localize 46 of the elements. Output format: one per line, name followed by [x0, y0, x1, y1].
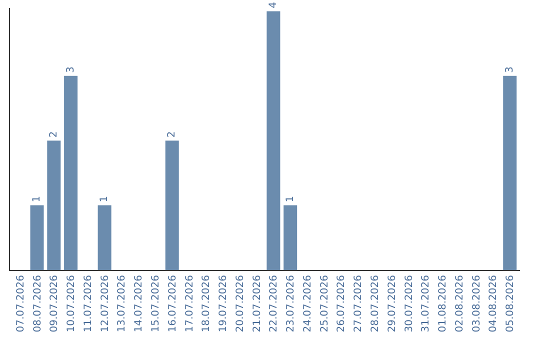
x-tick-label: 15.07.2026	[150, 275, 162, 332]
data-label: 4	[268, 2, 279, 8]
x-tick-label: 25.07.2026	[319, 275, 330, 332]
x-tick-label: 14.07.2026	[134, 275, 145, 332]
x-tick-label: 11.07.2026	[82, 275, 94, 332]
bar	[98, 205, 112, 270]
x-tick-label: 27.07.2026	[353, 275, 364, 332]
x-tick-label: 09.07.2026	[49, 275, 60, 332]
x-tick-label: 03.08.2026	[471, 275, 482, 332]
bar	[284, 205, 298, 270]
x-tick-label: 13.07.2026	[116, 275, 128, 332]
x-tick-label: 18.07.2026	[201, 275, 212, 332]
data-label: 2	[166, 131, 178, 138]
bar	[503, 76, 517, 270]
bar	[30, 205, 44, 270]
bar	[165, 140, 179, 270]
x-tick-label: 08.07.2026	[32, 275, 44, 332]
x-tick-label: 04.08.2026	[488, 275, 500, 332]
x-tick-label: 02.08.2026	[454, 275, 466, 332]
x-tick-label: 01.08.2026	[438, 275, 449, 332]
x-tick-label: 30.07.2026	[404, 275, 415, 332]
x-tick-label: 21.07.2026	[252, 275, 263, 332]
data-label: 1	[32, 196, 43, 202]
x-tick-label: 05.08.2026	[505, 275, 516, 332]
x-tick-label: 10.07.2026	[66, 275, 78, 332]
bar	[266, 11, 280, 270]
data-label: 1	[284, 196, 296, 202]
x-tick-label: 17.07.2026	[184, 275, 196, 332]
x-tick-label: 12.07.2026	[100, 275, 111, 332]
x-tick-label: 26.07.2026	[336, 275, 348, 332]
x-tick-label: 24.07.2026	[302, 275, 314, 332]
bar	[64, 76, 78, 270]
x-tick-label: 23.07.2026	[286, 275, 297, 332]
x-tick-label: 19.07.2026	[218, 275, 230, 332]
x-tick-label: 16.07.2026	[167, 275, 178, 332]
x-tick-label: 31.07.2026	[420, 275, 432, 332]
data-label: 3	[504, 66, 516, 73]
x-tick-label: 29.07.2026	[386, 275, 398, 332]
x-tick-label: 07.07.2026	[15, 275, 26, 332]
x-tick-label: 20.07.2026	[234, 275, 246, 332]
bar	[47, 140, 61, 270]
data-label: 3	[65, 66, 76, 73]
data-label: 2	[48, 131, 60, 138]
x-tick-label: 22.07.2026	[268, 275, 280, 332]
data-label: 1	[99, 196, 110, 202]
x-tick-label: 28.07.2026	[370, 275, 382, 332]
